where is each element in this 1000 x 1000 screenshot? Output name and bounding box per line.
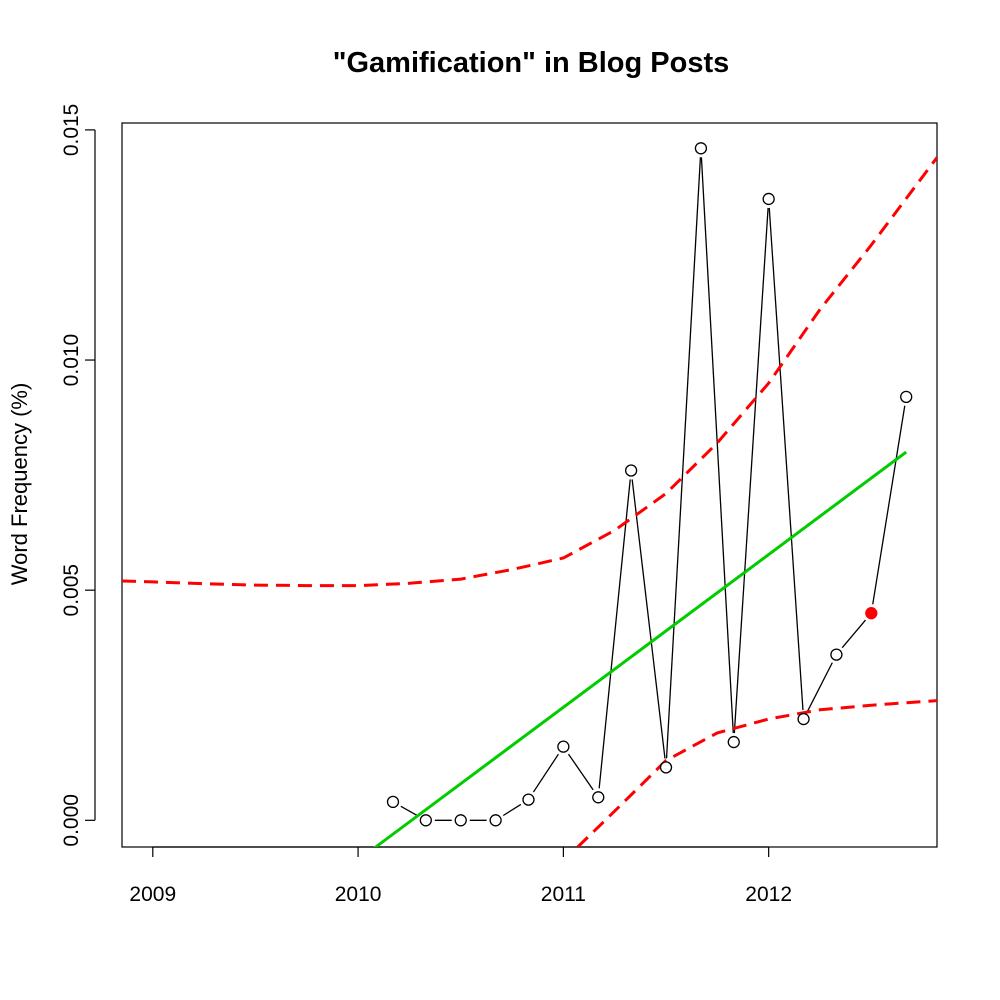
data-point-5 (557, 740, 570, 753)
data-point-9 (694, 142, 708, 155)
data-point-8 (659, 761, 673, 774)
data-point-1 (419, 814, 432, 827)
data-point-3 (489, 814, 502, 827)
observed-segment-5 (567, 753, 594, 791)
observed-segment-10 (733, 207, 769, 734)
lower-band-line (576, 699, 937, 847)
series-layer (122, 156, 937, 847)
plot-frame (121, 122, 938, 848)
data-point-2 (454, 814, 467, 827)
observed-segment-4 (532, 753, 559, 793)
y-axis-label: Word Frequency (%) (7, 383, 32, 586)
observed-segment-3 (502, 803, 522, 817)
observed-segment-0 (400, 805, 419, 817)
trend-line (373, 450, 908, 847)
observed-segment-7 (631, 479, 666, 759)
data-point-0 (386, 795, 400, 809)
observed-segment-9 (700, 157, 734, 734)
observed-segment-11 (768, 207, 804, 711)
data-point-13 (830, 648, 843, 661)
x-tick-label-3: 2012 (745, 883, 792, 906)
data-point-7 (624, 464, 638, 477)
observed-segment-6 (598, 479, 631, 789)
upper-band-line (122, 156, 937, 588)
x-tick-label-2: 2011 (541, 883, 586, 906)
y-tick-label-1: 0.005 (60, 564, 83, 617)
y-axis: 0.000 0.005 0.010 0.015 (60, 104, 96, 847)
x-axis: 2009 2010 2011 2012 (129, 846, 792, 906)
data-point-12 (797, 712, 810, 726)
data-point-15 (900, 390, 913, 404)
y-tick-label-2: 0.010 (60, 334, 83, 387)
data-point-6 (592, 791, 605, 804)
highlighted-point (865, 607, 878, 620)
data-point-11 (762, 192, 775, 206)
data-point-10 (727, 735, 740, 749)
observed-segment-14 (872, 405, 906, 605)
y-tick-label-3: 0.015 (60, 104, 83, 157)
data-point-4 (522, 793, 535, 806)
chart-title: "Gamification" in Blog Posts (333, 47, 729, 79)
observed-segment-8 (665, 157, 702, 759)
observed-segment-13 (841, 619, 867, 649)
observed-segment-12 (807, 662, 833, 712)
x-tick-label-1: 2010 (335, 883, 382, 906)
y-tick-label-0: 0.000 (60, 794, 83, 847)
points-layer (386, 142, 913, 827)
x-tick-label-0: 2009 (129, 883, 176, 906)
